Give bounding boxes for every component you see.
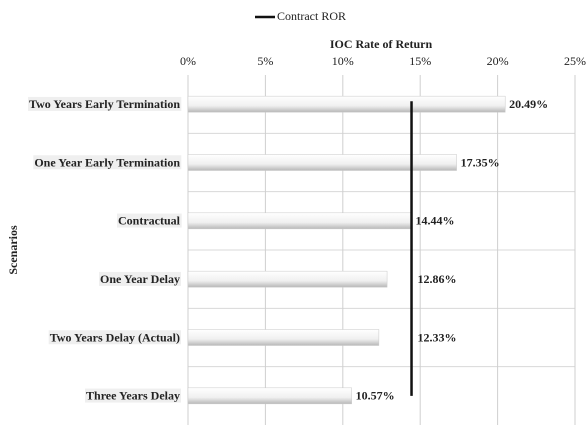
data-label: 14.44% <box>416 214 455 228</box>
label-background <box>117 213 182 228</box>
x-tick-label: 20% <box>487 54 509 68</box>
data-label: 12.33% <box>418 330 457 344</box>
bar <box>187 329 380 346</box>
x-tick-label: 25% <box>564 54 586 68</box>
y-tick-label: One Year Delay <box>100 272 180 286</box>
label-background <box>99 271 181 286</box>
bar <box>187 387 352 405</box>
data-label: 20.49% <box>509 97 548 111</box>
x-axis-title: IOC Rate of Return <box>330 37 433 51</box>
x-tick-label: 5% <box>257 54 273 68</box>
label-background <box>48 330 181 345</box>
y-tick-label: Two Years Early Termination <box>29 97 180 111</box>
label-background <box>33 155 182 170</box>
label-background <box>27 96 182 111</box>
data-label: 12.86% <box>418 272 457 286</box>
y-tick-label: One Year Early Termination <box>34 155 180 169</box>
bar <box>187 95 506 113</box>
x-tick-label: 15% <box>409 54 431 68</box>
y-tick-label: Contractual <box>118 214 181 228</box>
bar <box>187 270 388 288</box>
label-background <box>85 388 181 403</box>
x-tick-label: 0% <box>180 54 196 68</box>
y-axis-title: Scenarios <box>6 225 20 275</box>
data-label: 10.57% <box>356 389 395 403</box>
data-label: 17.35% <box>461 155 500 169</box>
x-tick-label: 10% <box>332 54 354 68</box>
y-tick-label: Three Years Delay <box>86 389 180 403</box>
y-tick-label: Two Years Delay (Actual) <box>50 330 180 344</box>
legend-label: Contract ROR <box>277 9 346 23</box>
bar <box>187 212 412 230</box>
bar <box>187 154 457 171</box>
